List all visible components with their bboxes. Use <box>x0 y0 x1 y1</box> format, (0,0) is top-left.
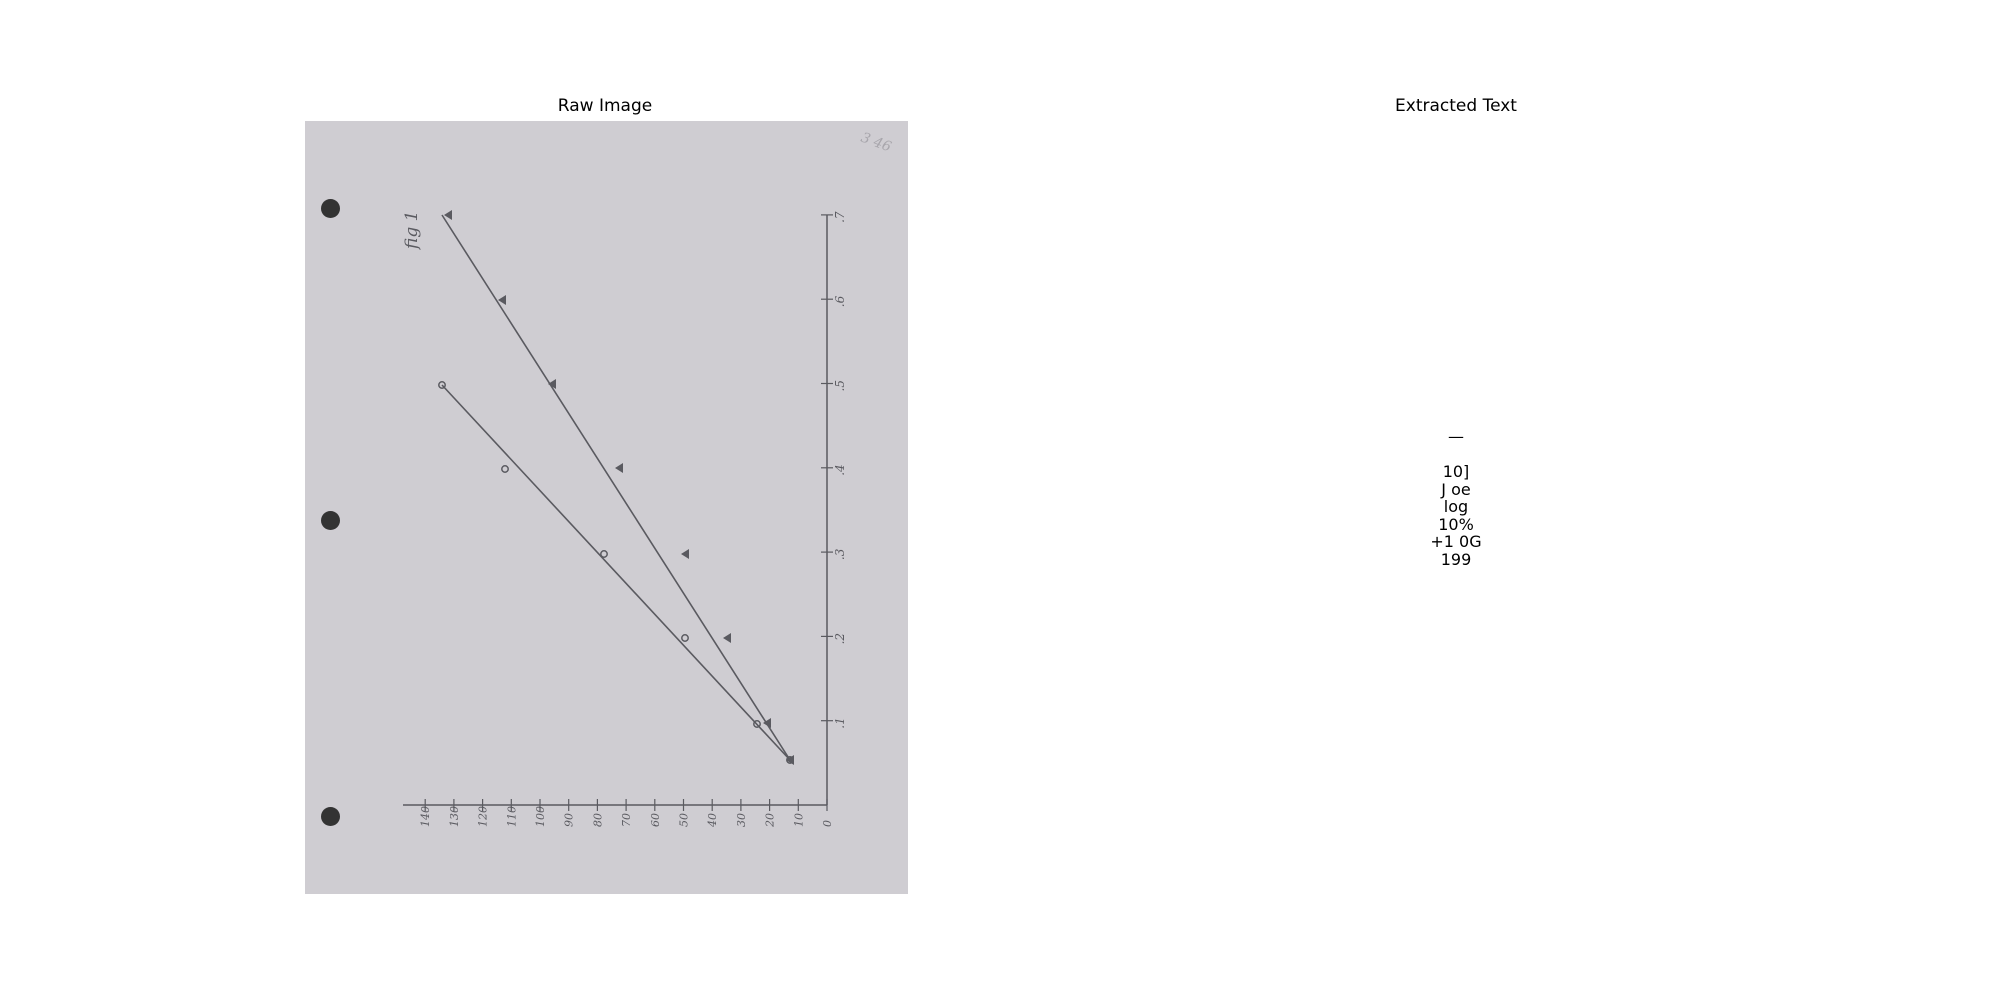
triangle-markers <box>444 210 794 765</box>
x-tick-label: 80 <box>591 813 604 827</box>
y-tick-label: .3 <box>833 548 847 560</box>
circle-marker <box>786 756 794 764</box>
y-tick-label: .7 <box>833 211 847 223</box>
raw-image-title: Raw Image <box>557 96 653 116</box>
figure-label: fig 1 <box>402 211 422 251</box>
handwritten-plot: 0 10 20 30 40 50 60 70 80 90 100 110 120 130 140 .1 .2.… <box>402 130 894 828</box>
x-tick-label: 60 <box>649 813 662 827</box>
extracted-line: 10% <box>1438 514 1474 534</box>
circle-marker <box>681 634 689 642</box>
triangle-series-line <box>441 214 791 761</box>
corner-pencil-note: 3 46 <box>859 130 894 156</box>
x-tick-label: 110 <box>505 806 518 827</box>
x-tick-label: 100 <box>534 806 547 827</box>
triangle-marker <box>723 633 731 643</box>
extracted-line: 199 <box>1440 549 1472 569</box>
circle-series-line <box>441 384 791 761</box>
x-tick-label: 90 <box>563 813 576 827</box>
extracted-line: +1 0G <box>1430 532 1482 551</box>
triangle-marker <box>681 549 689 559</box>
extracted-line: log <box>1443 497 1469 516</box>
triangle-marker <box>444 210 452 220</box>
triangle-marker <box>498 295 506 305</box>
y-tick-label: .5 <box>833 380 847 391</box>
circle-marker <box>501 465 509 473</box>
circle-marker <box>753 720 761 728</box>
extracted-line: — <box>1448 427 1464 446</box>
binder-hole <box>321 807 340 826</box>
binder-hole <box>321 511 340 530</box>
triangle-marker <box>615 463 623 473</box>
x-tick-label: 20 <box>764 813 777 828</box>
extracted-text-title: Extracted Text <box>1395 96 1517 116</box>
y-tick-label: .6 <box>833 295 847 307</box>
x-tick-label: 130 <box>448 806 461 827</box>
extracted-line <box>1356 446 1556 464</box>
x-tick-label: 70 <box>620 813 633 827</box>
triangle-marker <box>548 379 556 389</box>
binder-hole <box>321 199 340 218</box>
x-tick-label: 30 <box>735 813 748 827</box>
x-tick-label: 0 <box>821 820 834 827</box>
extracted-line: J oe <box>1441 479 1471 499</box>
extracted-text-block: — 10] J oe log 10% +1 0G 199 <box>1356 428 1556 568</box>
y-tick-label: .4 <box>833 464 847 475</box>
extracted-line: 10] <box>1442 462 1470 481</box>
x-tick-label: 120 <box>477 806 490 827</box>
y-tick-label: .2 <box>833 633 847 644</box>
triangle-marker <box>763 718 771 728</box>
x-tick-label: 50 <box>678 813 691 827</box>
x-tick-label: 40 <box>706 813 719 828</box>
x-tick-label: 10 <box>792 813 805 827</box>
x-tick-label: 140 <box>419 806 432 827</box>
raw-scan-image: 0 10 20 30 40 50 60 70 80 90 100 110 120 130 140 .1 .2.… <box>305 121 908 894</box>
y-tick-label: .1 <box>833 717 847 728</box>
circle-marker <box>438 381 446 389</box>
circle-marker <box>600 550 608 558</box>
circle-markers <box>438 381 794 764</box>
